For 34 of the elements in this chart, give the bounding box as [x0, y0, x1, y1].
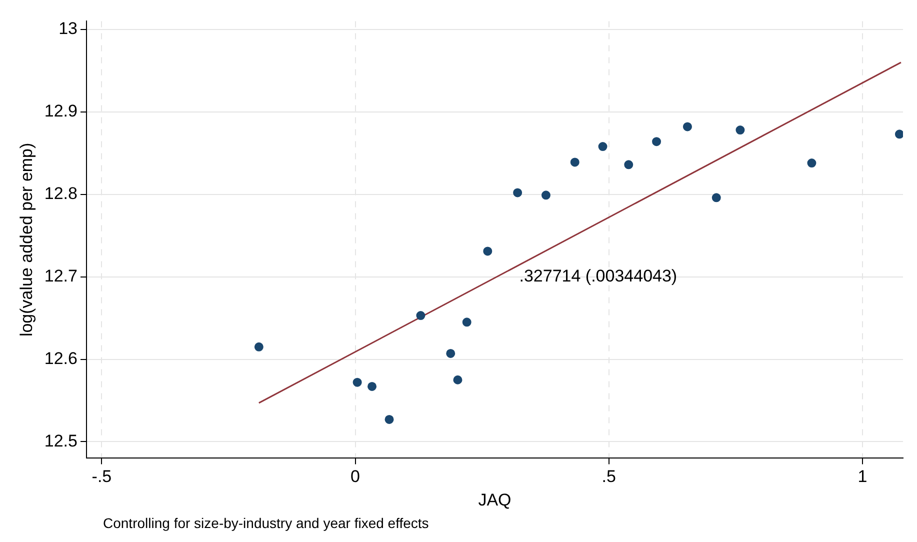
point	[513, 188, 522, 198]
point	[570, 158, 580, 167]
y-tick-label: 13	[58, 19, 78, 38]
point	[416, 311, 426, 320]
point	[541, 190, 550, 200]
point	[483, 246, 492, 256]
point	[712, 193, 721, 202]
y-tick-label: 12.9	[44, 102, 78, 121]
y-tick-label: 12.8	[44, 184, 78, 204]
point	[254, 342, 264, 352]
x-tick-label: -.5	[92, 467, 112, 486]
point	[652, 137, 662, 146]
y-tick-label: 12.5	[44, 431, 78, 450]
point	[736, 126, 745, 135]
point	[598, 142, 608, 152]
x-axis-title: JAQ	[478, 490, 512, 510]
x-tick-label: 0	[350, 467, 360, 486]
point	[352, 378, 362, 387]
point	[807, 158, 816, 168]
x-tick-label: 1	[858, 467, 868, 486]
point	[368, 382, 377, 391]
point	[894, 130, 903, 139]
text: Controlling for size-by-industry and year fixed effects	[103, 514, 429, 531]
point	[446, 348, 456, 358]
point	[624, 160, 634, 170]
point	[462, 318, 472, 327]
y-axis-title: log(value added per emp)	[16, 142, 36, 337]
x-tick-label: .5	[602, 467, 616, 486]
point	[384, 414, 394, 424]
y-tick-label: 12.7	[44, 266, 78, 286]
point	[453, 375, 462, 384]
annotation: .327714 (.00344043)	[519, 266, 678, 286]
point	[682, 122, 692, 132]
y-tick-label: 12.6	[44, 348, 78, 368]
